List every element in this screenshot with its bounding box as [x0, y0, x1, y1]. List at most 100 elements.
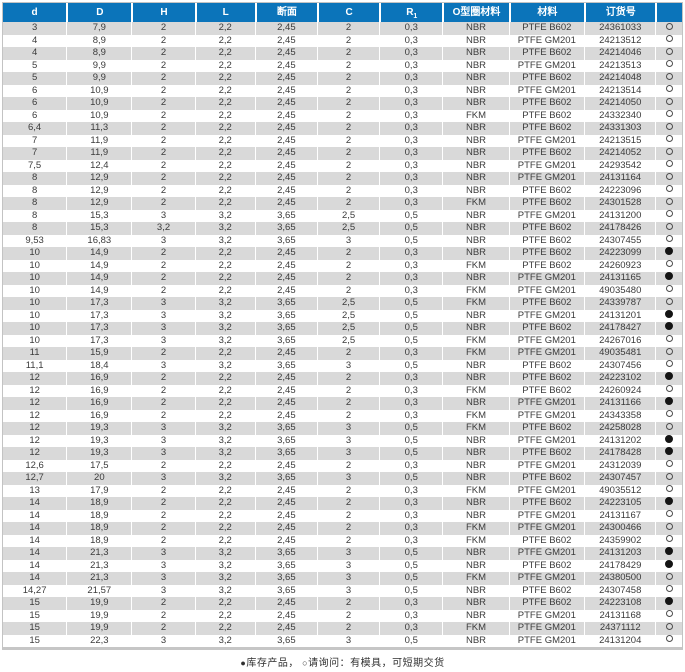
cell-d: 13 — [3, 484, 67, 497]
cell-section: 2,45 — [254, 522, 317, 535]
cell-C: 2 — [316, 459, 380, 472]
cell-L: 2,2 — [194, 272, 255, 285]
cell-order_no: 24293542 — [584, 159, 656, 172]
request-circle-icon — [665, 172, 673, 180]
availability-cell — [655, 472, 682, 485]
table-row: 14 21,3 3 3,2 3,65 3 0,5 FKM PTFE GM201 24380500 — [3, 572, 682, 585]
cell-oring_material: NBR — [442, 222, 509, 235]
cell-H: 2 — [131, 272, 195, 285]
availability-cell — [655, 322, 682, 335]
cell-C: 2 — [316, 259, 380, 272]
cell-C: 2 — [316, 172, 380, 185]
request-circle-icon — [665, 122, 673, 130]
cell-order_no: 24260923 — [584, 259, 656, 272]
table-row: 3 7,9 2 2,2 2,45 2 0,3 NBR PTFE B602 24361033 — [3, 22, 682, 35]
cell-d: 15 — [3, 597, 67, 610]
cell-order_no: 24131166 — [584, 397, 656, 410]
column-header-r1: R1 — [379, 3, 443, 22]
request-circle-icon — [665, 360, 673, 368]
cell-L: 2,2 — [194, 509, 255, 522]
cell-section: 3,65 — [254, 434, 317, 447]
cell-L: 3,2 — [194, 422, 255, 435]
cell-D: 12,9 — [66, 197, 132, 210]
cell-d: 11,1 — [3, 359, 67, 372]
cell-L: 2,2 — [194, 384, 255, 397]
cell-d: 4 — [3, 34, 67, 47]
cell-L: 3,2 — [194, 222, 255, 235]
cell-oring_material: NBR — [442, 447, 509, 460]
cell-L: 2,2 — [194, 597, 255, 610]
cell-r1: 0,3 — [379, 459, 443, 472]
cell-d: 12 — [3, 372, 67, 385]
cell-section: 2,45 — [254, 459, 317, 472]
cell-H: 2 — [131, 459, 195, 472]
availability-cell — [655, 34, 682, 47]
cell-oring_material: NBR — [442, 634, 509, 647]
cell-order_no: 24213515 — [584, 134, 656, 147]
cell-d: 8 — [3, 172, 67, 185]
cell-material: PTFE B602 — [508, 122, 585, 135]
availability-cell — [655, 109, 682, 122]
column-header-section: 断面 — [254, 3, 317, 22]
cell-H: 2 — [131, 247, 195, 260]
cell-d: 3 — [3, 22, 67, 35]
request-circle-icon — [665, 485, 673, 493]
cell-r1: 0,3 — [379, 72, 443, 85]
cell-section: 2,45 — [254, 159, 317, 172]
cell-order_no: 24131167 — [584, 509, 656, 522]
cell-order_no: 24339787 — [584, 297, 656, 310]
cell-oring_material: NBR — [442, 397, 509, 410]
cell-L: 2,2 — [194, 197, 255, 210]
cell-material: PTFE B602 — [508, 234, 585, 247]
table-row: 14 18,9 2 2,2 2,45 2 0,3 FKM PTFE B602 24359902 — [3, 534, 682, 547]
cell-C: 2 — [316, 22, 380, 35]
cell-oring_material: FKM — [442, 284, 509, 297]
cell-L: 2,2 — [194, 72, 255, 85]
cell-H: 2 — [131, 84, 195, 97]
request-circle-icon — [665, 147, 673, 155]
request-circle-icon — [665, 510, 673, 518]
cell-L: 2,2 — [194, 522, 255, 535]
cell-material: PTFE GM201 — [508, 34, 585, 47]
cell-section: 2,45 — [254, 409, 317, 422]
column-header-L: L — [194, 3, 255, 22]
cell-d: 4 — [3, 47, 67, 60]
availability-cell — [655, 259, 682, 272]
availability-cell — [655, 522, 682, 535]
table-row: 5 9,9 2 2,2 2,45 2 0,3 NBR PTFE GM201 24213513 — [3, 59, 682, 72]
cell-section: 2,45 — [254, 347, 317, 360]
cell-C: 2 — [316, 184, 380, 197]
cell-material: PTFE B602 — [508, 297, 585, 310]
cell-L: 2,2 — [194, 372, 255, 385]
cell-section: 2,45 — [254, 122, 317, 135]
cell-oring_material: FKM — [442, 534, 509, 547]
cell-D: 19,3 — [66, 422, 132, 435]
cell-oring_material: NBR — [442, 47, 509, 60]
table-row: 15 19,9 2 2,2 2,45 2 0,3 NBR PTFE B602 24223108 — [3, 597, 682, 610]
availability-cell — [655, 372, 682, 385]
cell-D: 21,3 — [66, 559, 132, 572]
cell-section: 2,45 — [254, 247, 317, 260]
cell-d: 6 — [3, 97, 67, 110]
cell-d: 10 — [3, 309, 67, 322]
availability-cell — [655, 634, 682, 647]
cell-oring_material: NBR — [442, 234, 509, 247]
cell-d: 8 — [3, 197, 67, 210]
cell-d: 12,7 — [3, 472, 67, 485]
cell-oring_material: NBR — [442, 472, 509, 485]
cell-r1: 0,5 — [379, 584, 443, 597]
availability-cell — [655, 159, 682, 172]
cell-material: PTFE B602 — [508, 197, 585, 210]
cell-C: 2,5 — [316, 209, 380, 222]
cell-H: 2 — [131, 597, 195, 610]
cell-oring_material: NBR — [442, 359, 509, 372]
cell-oring_material: NBR — [442, 309, 509, 322]
cell-D: 19,9 — [66, 622, 132, 635]
stock-dot-icon — [665, 434, 674, 443]
cell-D: 20 — [66, 472, 132, 485]
cell-r1: 0,3 — [379, 247, 443, 260]
availability-cell — [655, 447, 682, 460]
cell-material: PTFE B602 — [508, 559, 585, 572]
cell-order_no: 24213513 — [584, 59, 656, 72]
cell-d: 5 — [3, 72, 67, 85]
